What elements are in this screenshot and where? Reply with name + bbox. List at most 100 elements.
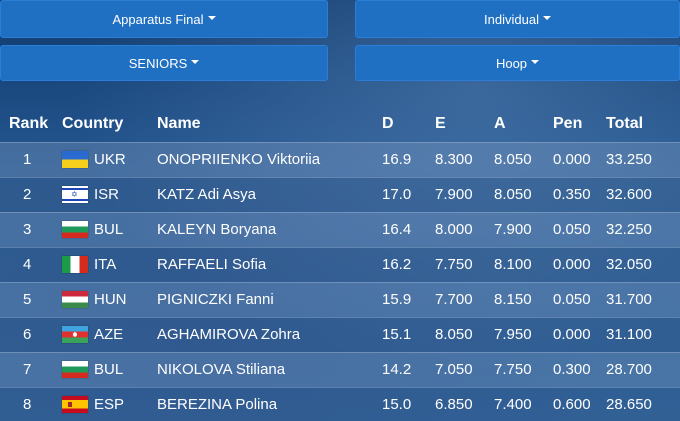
type-dropdown[interactable]: Individual	[355, 0, 680, 38]
d-score-cell: 15.9	[382, 291, 412, 308]
total-score-cell: 33.250	[606, 151, 652, 168]
flag-cell	[56, 282, 94, 317]
header-country: Country	[62, 114, 124, 132]
d-score-cell: 16.2	[382, 256, 412, 273]
caret-down-icon	[542, 16, 551, 20]
results-body: 1 UKR ONOPRIIENKO Viktoriia 16.9 8.300 8.050 0…	[0, 142, 680, 421]
header-rank: Rank	[9, 114, 49, 132]
country-code-cell: ISR	[94, 186, 120, 203]
total-score-cell: 31.100	[606, 326, 652, 343]
rank-cell: 2	[23, 186, 32, 203]
table-row[interactable]: 2 ✡ ISR KATZ Adi Asya 17.0 7.900 8.050 0.350 32.…	[0, 177, 680, 212]
table-row[interactable]: 6 AZE AGHAMIROVA Zohra 15.1 8.050 7.950 0.000 3…	[0, 317, 680, 352]
flag-cell: ✡	[56, 177, 94, 212]
country-code-cell: BUL	[94, 221, 124, 238]
header-d: D	[382, 114, 394, 132]
flag-bul-icon	[62, 221, 88, 238]
a-score-cell: 8.050	[494, 151, 532, 168]
athlete-name-cell: PIGNICZKI Fanni	[157, 291, 274, 308]
table-row[interactable]: 4 ITA RAFFAELI Sofia 16.2 7.750 8.100 0.000 32.…	[0, 247, 680, 282]
e-score-cell: 7.900	[435, 186, 473, 203]
flag-cell	[56, 212, 94, 247]
caret-down-icon	[531, 60, 540, 64]
e-score-cell: 6.850	[435, 396, 473, 414]
table-row[interactable]: 7 BUL NIKOLOVA Stiliana 14.2 7.050 7.750 0.300…	[0, 352, 680, 387]
athlete-name-cell: BEREZINA Polina	[157, 396, 278, 414]
total-score-cell: 28.700	[606, 361, 652, 378]
header-pen: Pen	[553, 114, 583, 132]
country-code-cell: ESP	[94, 396, 125, 414]
header-a: A	[494, 114, 506, 132]
athlete-name-cell: ONOPRIIENKO Viktoriia	[157, 151, 321, 168]
table-row[interactable]: 1 UKR ONOPRIIENKO Viktoriia 16.9 8.300 8.050 0…	[0, 142, 680, 177]
athlete-name-cell: NIKOLOVA Stiliana	[157, 361, 286, 378]
table-row[interactable]: 5 HUN PIGNICZKI Fanni 15.9 7.700 8.150 0.050 31…	[0, 282, 680, 317]
rank-cell: 3	[23, 221, 32, 238]
country-code-cell: HUN	[94, 291, 127, 308]
results-header-row: Rank Country Name D E A Pen Total	[0, 106, 680, 142]
total-score-cell: 32.250	[606, 221, 652, 238]
header-name: Name	[157, 114, 201, 132]
a-score-cell: 8.150	[494, 291, 532, 308]
rank-cell: 7	[23, 361, 32, 378]
total-score-cell: 31.700	[606, 291, 652, 308]
e-score-cell: 7.700	[435, 291, 473, 308]
flag-ita-icon	[62, 256, 88, 273]
type-dropdown-label: Individual	[484, 11, 539, 27]
d-score-cell: 17.0	[382, 186, 412, 203]
a-score-cell: 8.100	[494, 256, 532, 273]
caret-down-icon	[207, 16, 216, 20]
a-score-cell: 8.050	[494, 186, 532, 203]
total-score-cell: 32.600	[606, 186, 652, 203]
table-row[interactable]: 8 ESP BEREZINA Polina 15.0 6.850 7.400 0.600 28…	[0, 387, 680, 421]
e-score-cell: 8.300	[435, 151, 473, 168]
penalty-cell: 0.050	[553, 291, 591, 308]
athlete-name-cell: RAFFAELI Sofia	[157, 256, 267, 273]
apparatus-dropdown[interactable]: Hoop	[355, 45, 680, 81]
flag-bul-icon	[62, 361, 88, 378]
penalty-cell: 0.050	[553, 221, 591, 238]
e-score-cell: 8.000	[435, 221, 473, 238]
athlete-name-cell: AGHAMIROVA Zohra	[157, 326, 301, 343]
a-score-cell: 7.950	[494, 326, 532, 343]
athlete-name-cell: KALEYN Boryana	[157, 221, 277, 238]
competition-dropdown[interactable]: Apparatus Final	[0, 0, 328, 38]
penalty-cell: 0.000	[553, 326, 591, 343]
a-score-cell: 7.750	[494, 361, 532, 378]
penalty-cell: 0.350	[553, 186, 591, 203]
flag-ukr-icon	[62, 151, 88, 168]
category-dropdown[interactable]: SENIORS	[0, 45, 328, 81]
flag-cell	[56, 247, 94, 282]
table-row[interactable]: 3 BUL KALEYN Boryana 16.4 8.000 7.900 0.050 32.…	[0, 212, 680, 247]
d-score-cell: 14.2	[382, 361, 412, 378]
d-score-cell: 15.1	[382, 326, 412, 343]
e-score-cell: 8.050	[435, 326, 473, 343]
rank-cell: 1	[23, 151, 32, 168]
flag-cell	[56, 142, 94, 177]
d-score-cell: 16.9	[382, 151, 412, 168]
country-code-cell: ITA	[94, 256, 117, 273]
country-code-cell: BUL	[94, 361, 124, 378]
e-score-cell: 7.050	[435, 361, 473, 378]
a-score-cell: 7.400	[494, 396, 532, 414]
e-score-cell: 7.750	[435, 256, 473, 273]
total-score-cell: 28.650	[606, 396, 652, 414]
a-score-cell: 7.900	[494, 221, 532, 238]
results-table: Rank Country Name D E A Pen Total 1 UKR ON…	[0, 106, 680, 421]
d-score-cell: 16.4	[382, 221, 412, 238]
flag-isr-icon: ✡	[62, 186, 88, 203]
d-score-cell: 15.0	[382, 396, 412, 414]
filter-bar: Apparatus Final Individual SENIORS Hoop	[0, 0, 680, 82]
caret-down-icon	[191, 60, 200, 64]
total-score-cell: 32.050	[606, 256, 652, 273]
flag-cell	[56, 387, 94, 421]
apparatus-dropdown-label: Hoop	[495, 55, 528, 71]
rank-cell: 4	[23, 256, 32, 273]
header-total: Total	[606, 114, 644, 132]
penalty-cell: 0.000	[553, 151, 591, 168]
athlete-name-cell: KATZ Adi Asya	[157, 186, 256, 203]
penalty-cell: 0.000	[553, 256, 591, 273]
rank-cell: 6	[23, 326, 32, 343]
flag-cell	[56, 352, 94, 387]
penalty-cell: 0.300	[553, 361, 591, 378]
